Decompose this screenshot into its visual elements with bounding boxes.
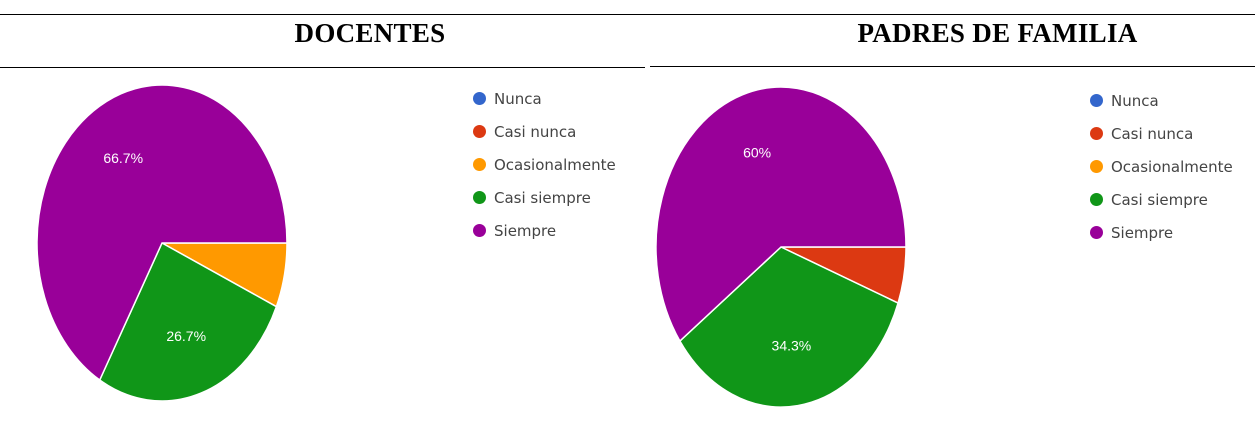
data-label-casi-siempre: 34.3%: [772, 337, 812, 353]
pie-slice-siempre: [655, 86, 907, 343]
legend-marker: [473, 125, 486, 138]
legend-item-ocasionalmente: Ocasionalmente: [1090, 150, 1233, 183]
legend-padres-de-familia: Nunca Casi nunca Ocasionalmente Casi sie…: [1090, 84, 1233, 249]
legend-item-casi-nunca: Casi nunca: [473, 115, 616, 148]
table-header-rule-left: [0, 67, 645, 68]
legend-label: Nunca: [494, 89, 542, 108]
legend-marker: [1090, 160, 1103, 173]
legend-label: Casi siempre: [494, 188, 591, 207]
legend-item-siempre: Siempre: [1090, 216, 1233, 249]
legend-label: Siempre: [1111, 223, 1174, 242]
legend-item-nunca: Nunca: [473, 82, 616, 115]
data-label-siempre: 60%: [743, 145, 771, 161]
pie-padres-de-familia: 34.3% 60%: [655, 86, 907, 408]
pie-slice-casi-siempre: [98, 241, 278, 402]
data-label-siempre: 66.7%: [103, 150, 143, 166]
legend-label: Casi siempre: [1111, 190, 1208, 209]
legend-item-casi-nunca: Casi nunca: [1090, 117, 1233, 150]
legend-marker: [1090, 94, 1103, 107]
heading-padres-de-familia: PADRES DE FAMILIA: [857, 18, 1138, 48]
pie-docentes: 26.7% 66.7%: [36, 84, 288, 402]
legend-item-nunca: Nunca: [1090, 84, 1233, 117]
legend-label: Casi nunca: [1111, 124, 1194, 143]
legend-marker: [1090, 193, 1103, 206]
legend-label: Ocasionalmente: [1111, 157, 1233, 176]
legend-marker: [1090, 226, 1103, 239]
legend-marker: [473, 92, 486, 105]
legend-item-casi-siempre: Casi siempre: [1090, 183, 1233, 216]
table-top-rule: [0, 14, 1255, 15]
legend-label: Ocasionalmente: [494, 155, 616, 174]
heading-docentes: DOCENTES: [294, 18, 446, 48]
legend-item-ocasionalmente: Ocasionalmente: [473, 148, 616, 181]
pie-slice-siempre: [36, 84, 288, 382]
data-label-casi-siempre: 26.7%: [166, 328, 206, 344]
legend-item-casi-siempre: Casi siempre: [473, 181, 616, 214]
legend-marker: [1090, 127, 1103, 140]
legend-marker: [473, 224, 486, 237]
pie-slice-casi-siempre: [678, 246, 899, 408]
legend-docentes: Nunca Casi nunca Ocasionalmente Casi sie…: [473, 82, 616, 247]
legend-label: Nunca: [1111, 91, 1159, 110]
legend-item-siempre: Siempre: [473, 214, 616, 247]
legend-label: Casi nunca: [494, 122, 577, 141]
legend-marker: [473, 191, 486, 204]
legend-marker: [473, 158, 486, 171]
table-header-rule-right: [650, 66, 1255, 67]
legend-label: Siempre: [494, 221, 557, 240]
